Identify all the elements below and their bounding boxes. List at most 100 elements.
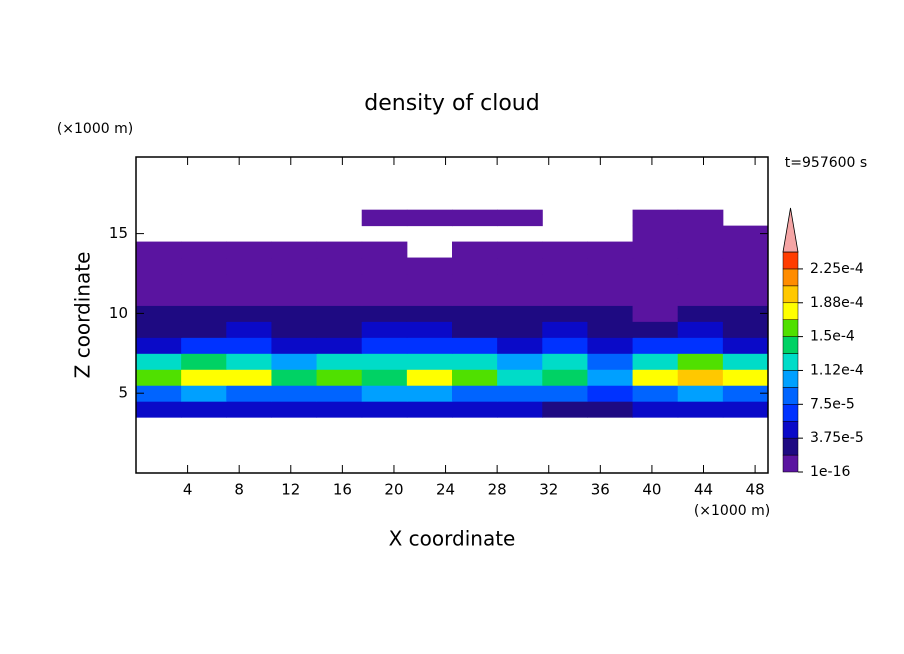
contour-cell [136, 353, 182, 370]
contour-cell [406, 353, 453, 370]
contour-cell [361, 209, 408, 227]
contour-cell [542, 273, 588, 290]
contour-cell [181, 385, 227, 402]
contour-cell [226, 305, 272, 322]
contour-cell [452, 209, 498, 227]
contour-cell [722, 241, 768, 259]
contour-cell [677, 337, 724, 354]
colorbar-band [782, 285, 799, 304]
contour-cell [226, 321, 272, 338]
contour-cell [316, 273, 363, 290]
contour-cell [226, 241, 272, 259]
contour-cell [226, 273, 272, 290]
contour-cell [677, 321, 724, 338]
contour-cell [136, 321, 182, 338]
contour-cell [497, 305, 543, 322]
contour-cell [406, 337, 453, 354]
contour-cell [271, 305, 318, 322]
contour-cell [136, 337, 182, 354]
contour-cell [632, 273, 679, 290]
plot-frame [135, 156, 769, 474]
contour-cell [722, 305, 768, 322]
contour-cell [722, 353, 768, 370]
contour-cell [361, 401, 408, 418]
x-tick-label: 40 [642, 481, 661, 499]
contour-cell [406, 305, 453, 322]
contour-cell [316, 257, 363, 275]
colorbar-band [782, 353, 799, 371]
contour-cell [406, 257, 453, 275]
contour-cell [361, 369, 408, 386]
x-tick-label: 36 [591, 481, 610, 499]
y-tick-label: 10 [109, 304, 128, 322]
contour-cell [542, 401, 588, 418]
colorbar-band [782, 251, 799, 270]
contour-cell [722, 401, 768, 418]
colorbar-tick-label: 1.5e-4 [810, 329, 855, 345]
contour-cell [542, 385, 588, 402]
contour-cell [271, 337, 318, 354]
contour-cell [271, 369, 318, 386]
contour-cell [181, 305, 227, 322]
colorbar-band [782, 454, 799, 473]
contour-cell [677, 385, 724, 402]
contour-cell [677, 289, 724, 306]
time-label: t=957600 s [785, 155, 867, 171]
contour-cell [587, 305, 634, 322]
contour-cell [316, 401, 363, 418]
colorbar-tick-label: 1.12e-4 [810, 362, 864, 378]
contour-cell [497, 353, 543, 370]
contour-cell [361, 273, 408, 290]
y-tick-label: 15 [109, 224, 128, 242]
contour-cell [136, 305, 182, 322]
contour-cell [316, 337, 363, 354]
contour-cell [542, 241, 588, 259]
contour-cell [406, 321, 453, 338]
contour-cell [406, 273, 453, 290]
contour-cell [406, 385, 453, 402]
contour-cell [632, 401, 679, 418]
contour-cell [361, 321, 408, 338]
contour-cell [136, 385, 182, 402]
contour-cell [136, 257, 182, 275]
contour-cell [181, 337, 227, 354]
contour-cell [632, 209, 679, 227]
contour-cell [316, 321, 363, 338]
colorbar-tick-label: 2.25e-4 [810, 261, 864, 277]
x-tick-label: 4 [183, 481, 193, 499]
contour-cell [136, 369, 182, 386]
colorbar-extend [782, 207, 799, 253]
contour-cell [722, 273, 768, 290]
contour-cell [271, 321, 318, 338]
contour-cell [722, 225, 768, 243]
contour-cell [722, 257, 768, 275]
contour-cell [632, 353, 679, 370]
x-tick-label: 12 [281, 481, 300, 499]
contour-cell [497, 321, 543, 338]
contour-cell [452, 369, 498, 386]
contour-cell [316, 385, 363, 402]
contour-cell [677, 257, 724, 275]
x-tick-label: 32 [539, 481, 558, 499]
contour-cell [226, 401, 272, 418]
contour-cell [361, 305, 408, 322]
colorbar-tick-label: 7.5e-5 [810, 396, 855, 412]
colorbar-tick-label: 1e-16 [810, 464, 850, 480]
contour-cell [497, 241, 543, 259]
contour-cell [406, 369, 453, 386]
contour-cell [677, 305, 724, 322]
y-axis-label: Z coordinate [71, 252, 95, 379]
x-tick-label: 44 [694, 481, 713, 499]
contour-cell [361, 337, 408, 354]
contour-cell [542, 321, 588, 338]
contour-cell [677, 369, 724, 386]
contour-cell [361, 385, 408, 402]
contour-cell [722, 321, 768, 338]
contour-cell [722, 385, 768, 402]
contour-cell [226, 257, 272, 275]
contour-cell [497, 209, 543, 227]
contour-cell [632, 305, 679, 322]
contour-cell [542, 257, 588, 275]
contour-cell [497, 273, 543, 290]
contour-cell [271, 289, 318, 306]
